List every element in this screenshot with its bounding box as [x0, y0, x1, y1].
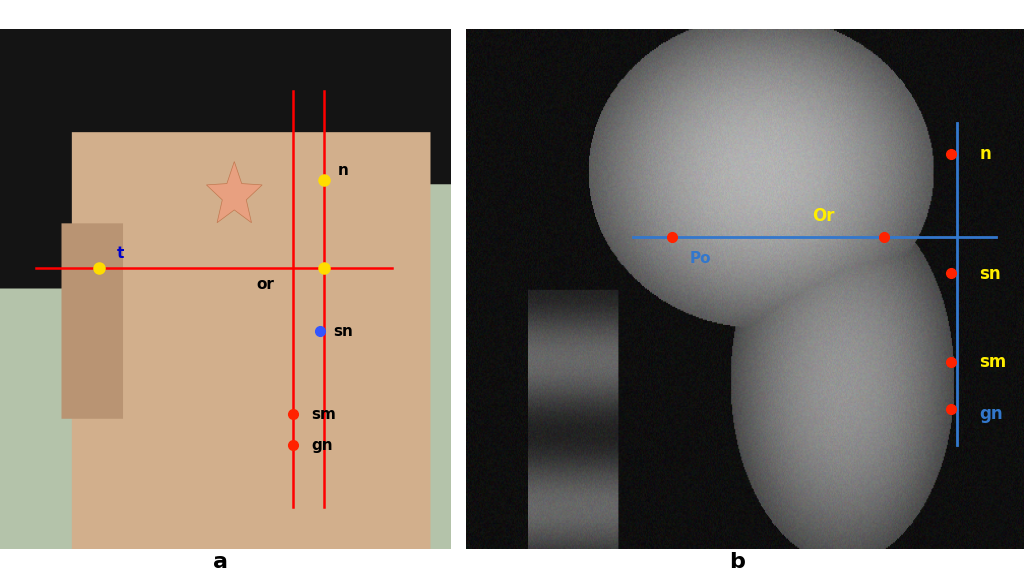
Text: b: b — [729, 552, 745, 572]
Text: or: or — [257, 277, 274, 292]
Text: Po: Po — [689, 251, 711, 266]
Text: a: a — [213, 552, 227, 572]
Text: t: t — [117, 246, 125, 261]
Polygon shape — [207, 161, 262, 223]
Text: sn: sn — [334, 324, 353, 339]
Text: gn: gn — [311, 438, 333, 453]
Text: n: n — [338, 162, 349, 177]
Text: gn: gn — [979, 405, 1002, 423]
Text: Or: Or — [812, 208, 835, 225]
Text: sm: sm — [311, 407, 336, 422]
Text: sn: sn — [979, 265, 1001, 283]
Text: sm: sm — [979, 353, 1007, 371]
Text: n: n — [979, 145, 991, 163]
